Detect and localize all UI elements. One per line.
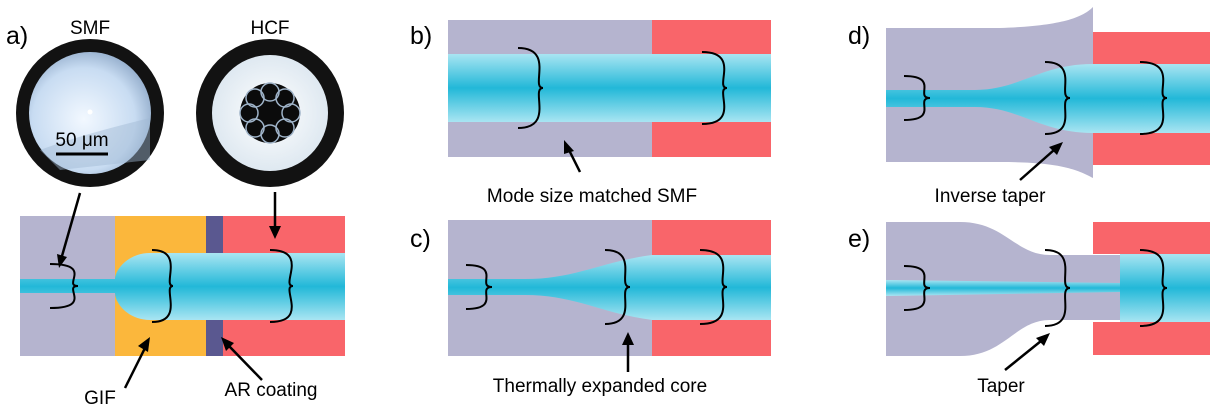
panel-c-mode-profile-right <box>699 249 728 325</box>
panel-b-letter: b) <box>410 22 432 50</box>
panel-d-caption: Inverse taper <box>935 186 1047 207</box>
smf-micrograph: 50 μm <box>16 39 164 187</box>
panel-b-arrow-head <box>564 140 574 154</box>
panel-b-mode-profile-left <box>517 47 544 129</box>
ar-arrow <box>228 345 263 381</box>
smf-arrow-head <box>57 254 67 268</box>
panel-c-letter: c) <box>410 225 431 253</box>
panel-c-hcf-jacket-top <box>652 220 771 255</box>
panel-e-letter: e) <box>848 225 870 253</box>
gif-label: GIF <box>84 388 116 407</box>
panel-b-hcf-jacket-bottom <box>652 122 771 157</box>
panel-b: b) Mode size matched SMF <box>410 20 771 207</box>
panel-d-arrow <box>1019 149 1055 181</box>
panel-c-mode-profile-left <box>465 264 493 310</box>
panel-a-mode-field <box>20 253 345 320</box>
hcf-hollow-core <box>240 83 300 143</box>
panel-e-mode-profile-right <box>1139 249 1168 327</box>
panel-d-mode-field <box>886 64 1210 133</box>
panel-d-arrow-head <box>1049 142 1063 155</box>
panel-e-hcf-jacket-bottom <box>1093 322 1210 355</box>
panel-e: e) Taper <box>848 222 1210 397</box>
smf-arrow <box>60 192 82 257</box>
hcf-arrow-head <box>269 226 281 239</box>
panel-e-arrow <box>1004 340 1042 371</box>
panel-b-arrow <box>567 149 582 173</box>
panel-c-hcf-jacket-bottom <box>652 320 771 356</box>
panel-a-mode-profile-hcf <box>269 249 294 323</box>
gif-arrow-head <box>138 337 150 352</box>
hcf-jacket-bottom <box>223 320 345 356</box>
panel-a-mode-profile-gif <box>151 249 174 323</box>
panel-d-hcf-jacket-top <box>1093 32 1210 64</box>
panel-d-mode-profile-left <box>903 75 931 121</box>
ar-arrow-head <box>221 337 234 351</box>
hcf-label: HCF <box>250 18 289 39</box>
panel-d: d) Inverse taper <box>848 7 1210 207</box>
smf-shading <box>40 118 150 170</box>
ar-coating-label: AR coating <box>225 380 318 401</box>
panel-b-caption: Mode size matched SMF <box>487 186 697 207</box>
gif-arrow <box>123 347 147 389</box>
panel-e-arrow-head <box>1036 333 1050 346</box>
scale-bar-label: 50 μm <box>55 130 108 151</box>
hcf-micrograph <box>196 39 344 187</box>
hcf-jacket-top <box>223 216 345 253</box>
panel-b-mode-field <box>448 54 771 122</box>
panel-e-mode-field-taper <box>886 280 1120 296</box>
panel-b-mode-profile-right <box>701 51 728 125</box>
panel-d-hcf-jacket-bottom <box>1093 133 1210 165</box>
panel-e-mode-profile-mid <box>1044 249 1071 327</box>
smf-label: SMF <box>70 18 110 39</box>
hcf-capillary-rings <box>239 82 301 144</box>
panel-c-caption: Thermally expanded core <box>493 376 707 397</box>
panel-e-mode-profile-left <box>903 265 931 311</box>
panel-a-mode-profile-smf <box>49 263 79 309</box>
panel-e-hcf-jacket-top <box>1093 222 1210 254</box>
panel-d-letter: d) <box>848 22 870 50</box>
panel-d-mode-profile-mid <box>1044 61 1071 135</box>
panel-c: c) Thermally expanded core <box>410 220 771 397</box>
panel-c-mode-profile-mid <box>604 249 631 325</box>
panel-d-mode-profile-right <box>1139 61 1168 135</box>
panel-c-mode-field <box>448 255 771 320</box>
panel-e-caption: Taper <box>977 376 1025 397</box>
panel-c-arrow-head <box>622 332 634 345</box>
panel-a-letter: a) <box>6 22 28 50</box>
panel-a-schematic <box>20 216 345 356</box>
smf-core-dot <box>87 109 93 115</box>
panel-b-hcf-jacket-top <box>652 20 771 54</box>
panel-a: a) SMF HCF 50 μm <box>6 18 345 407</box>
